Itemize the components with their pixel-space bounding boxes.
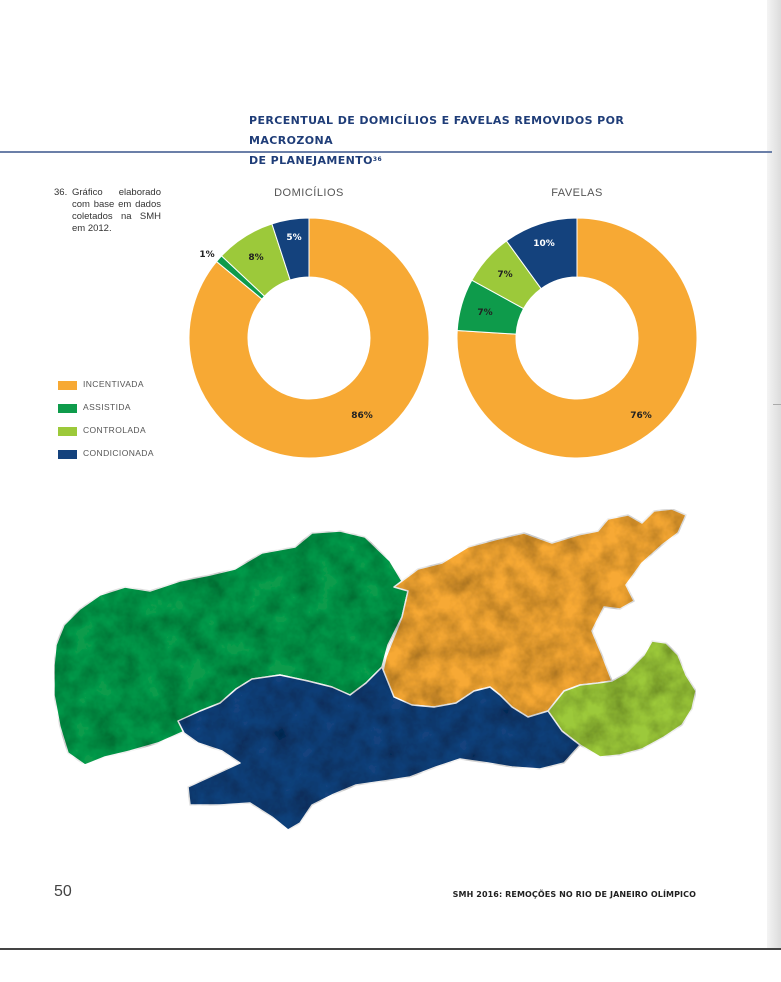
page-gutter-shadow bbox=[767, 0, 781, 948]
domicilios-slice-incentivada bbox=[189, 217, 429, 459]
domicilios-slice-condicionada bbox=[271, 217, 310, 281]
legend-swatch-incentivada bbox=[58, 381, 77, 390]
map-region-condicionada bbox=[177, 666, 581, 830]
legend-label-controlada: CONTROLADA bbox=[83, 425, 147, 435]
legend-swatch-assistida bbox=[58, 404, 77, 413]
favelas-label-assistida: 7% bbox=[477, 308, 492, 318]
donut-chart-domicilios: 86% 1% 8% 5% bbox=[189, 217, 429, 459]
chart-heading-line2: DE PLANEJAMENTO36 bbox=[249, 151, 689, 171]
footnote: 36. Gráfico elaborado com base em dados … bbox=[54, 187, 161, 235]
macrozone-map bbox=[53, 508, 697, 830]
legend-swatch-controlada bbox=[58, 427, 77, 436]
favelas-label-incentivada: 76% bbox=[630, 411, 652, 421]
chart-heading-line2-text: DE PLANEJAMENTO bbox=[249, 154, 373, 167]
gutter-tick bbox=[773, 404, 781, 405]
domicilios-label-condicionada: 5% bbox=[286, 233, 301, 243]
legend-label-incentivada: INCENTIVADA bbox=[83, 379, 144, 389]
chart-title-favelas: FAVELAS bbox=[551, 187, 603, 199]
page-number: 50 bbox=[54, 883, 72, 900]
favelas-label-controlada: 7% bbox=[497, 270, 512, 280]
footnote-text: Gráfico elaborado com base em dados cole… bbox=[72, 187, 161, 234]
chart-title-domicilios: DOMICÍLIOS bbox=[274, 187, 344, 199]
footnote-number: 36. bbox=[54, 187, 68, 198]
footnote-marker: 36 bbox=[372, 156, 383, 163]
chart-heading: PERCENTUAL DE DOMICÍLIOS E FAVELAS REMOV… bbox=[249, 111, 689, 171]
map-region-controlada bbox=[547, 640, 697, 758]
domicilios-label-controlada: 8% bbox=[248, 253, 263, 263]
favelas-slice-incentivada bbox=[457, 217, 697, 459]
domicilios-label-assistida: 1% bbox=[199, 250, 214, 260]
heading-rule bbox=[0, 151, 772, 153]
chart-heading-line1: PERCENTUAL DE DOMICÍLIOS E FAVELAS REMOV… bbox=[249, 114, 625, 147]
favelas-slice-condicionada bbox=[505, 217, 578, 290]
donut-chart-favelas: 76% 7% 7% 10% bbox=[457, 217, 697, 459]
running-title: SMH 2016: REMOÇÕES NO RIO DE JANEIRO OLÍ… bbox=[452, 890, 696, 899]
favelas-label-condicionada: 10% bbox=[533, 239, 555, 249]
bottom-rule bbox=[0, 948, 781, 950]
legend-label-condicionada: CONDICIONADA bbox=[83, 448, 154, 458]
legend-swatch-condicionada bbox=[58, 450, 77, 459]
domicilios-label-incentivada: 86% bbox=[351, 411, 373, 421]
legend-label-assistida: ASSISTIDA bbox=[83, 402, 132, 412]
